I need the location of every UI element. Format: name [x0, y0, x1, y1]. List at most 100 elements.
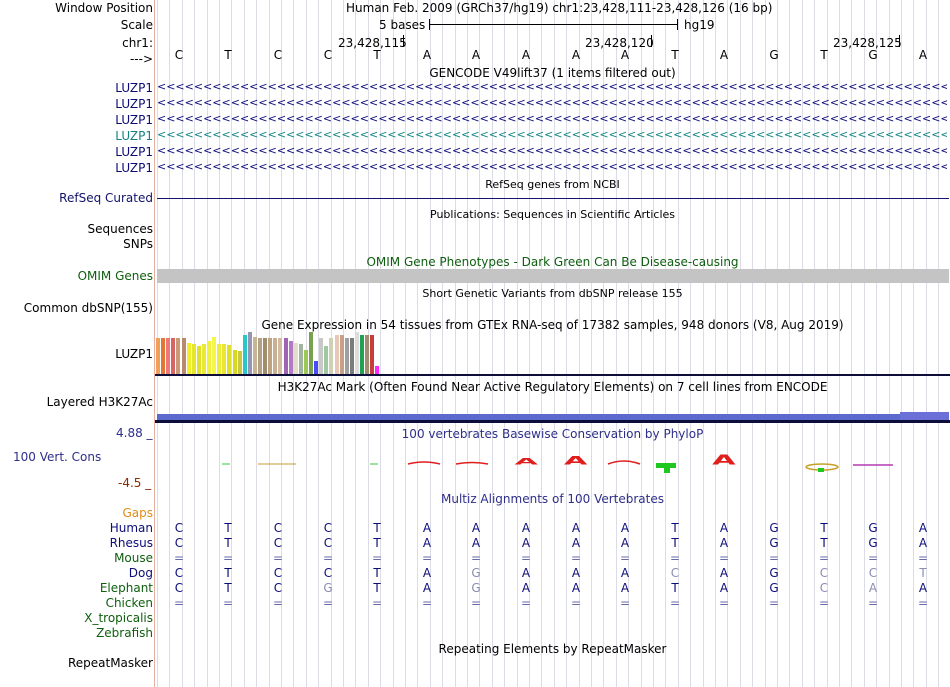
multiz-species-label[interactable]: Zebrafish [96, 626, 153, 640]
gencode-transcript-strand[interactable]: <<<<<<<<<<<<<<<<<<<<<<<<<<<<<<<<<<<<<<<<… [157, 112, 947, 125]
grid-line [789, 0, 790, 687]
multiz-species-label[interactable]: Dog [128, 566, 153, 580]
multiz-species-label[interactable]: Elephant [99, 581, 153, 595]
multiz-base: G [471, 581, 481, 595]
multiz-base: G [769, 536, 779, 550]
gencode-transcript-strand[interactable]: <<<<<<<<<<<<<<<<<<<<<<<<<<<<<<<<<<<<<<<<… [157, 144, 947, 157]
phylop-max: 4.88 _ [116, 426, 153, 440]
gtex-bar[interactable] [186, 342, 191, 374]
grid-line [529, 0, 530, 687]
gtex-bar[interactable] [278, 338, 283, 374]
multiz-base: = [173, 596, 185, 610]
gtex-bar[interactable] [212, 337, 217, 374]
gtex-bar[interactable] [298, 343, 303, 374]
gencode-transcript-label[interactable]: LUZP1 [115, 81, 153, 95]
gtex-bar[interactable] [166, 338, 171, 374]
multiz-base: = [272, 551, 284, 565]
gtex-bar[interactable] [227, 345, 232, 374]
gtex-bar[interactable] [314, 360, 319, 374]
gtex-bar[interactable] [309, 332, 314, 374]
gtex-bar[interactable] [156, 338, 161, 374]
multiz-species-label[interactable]: Rhesus [109, 536, 153, 550]
gtex-bar[interactable] [344, 338, 349, 374]
gtex-bar[interactable] [222, 343, 227, 374]
phylop-logo[interactable]: A A A [0, 440, 950, 480]
gencode-transcript-label[interactable]: LUZP1 [115, 129, 153, 143]
gencode-transcript-strand[interactable]: <<<<<<<<<<<<<<<<<<<<<<<<<<<<<<<<<<<<<<<<… [157, 160, 947, 173]
grid-line [752, 0, 753, 687]
multiz-base: = [818, 551, 830, 565]
multiz-base: T [224, 521, 232, 535]
gtex-bar[interactable] [181, 338, 186, 374]
repeatmasker-label[interactable]: RepeatMasker [67, 656, 153, 670]
base-letter: T [671, 48, 679, 62]
gtex-bar[interactable] [252, 337, 257, 374]
scale-label: Scale [120, 18, 153, 32]
gtex-label[interactable]: LUZP1 [115, 347, 153, 361]
multiz-base: = [173, 551, 185, 565]
multiz-species-label[interactable]: X_tropicalis [84, 611, 153, 625]
gtex-bar[interactable] [196, 346, 201, 374]
h3k27ac-label[interactable]: Layered H3K27Ac [46, 395, 153, 409]
multiz-base: A [719, 581, 729, 595]
window-position[interactable]: Human Feb. 2009 (GRCh37/hg19) chr1:23,42… [346, 1, 773, 15]
gtex-bar[interactable] [370, 335, 375, 374]
gtex-bar[interactable] [319, 338, 324, 374]
gtex-bar[interactable] [217, 343, 222, 374]
refseq-label[interactable]: RefSeq Curated [59, 191, 153, 205]
gtex-bar[interactable] [242, 335, 247, 374]
gtex-bar[interactable] [176, 338, 181, 374]
phylop-title: 100 vertebrates Basewise Conservation by… [401, 427, 704, 441]
gencode-transcript-label[interactable]: LUZP1 [115, 113, 153, 127]
pubs-snps-label[interactable]: SNPs [123, 237, 153, 251]
gtex-bar[interactable] [201, 343, 206, 374]
gencode-transcript-strand[interactable]: <<<<<<<<<<<<<<<<<<<<<<<<<<<<<<<<<<<<<<<<… [157, 128, 947, 141]
gtex-bar[interactable] [232, 349, 237, 374]
gtex-bar[interactable] [191, 343, 196, 374]
gtex-bar[interactable] [360, 335, 365, 374]
phylop-letter-a: A [712, 452, 737, 468]
grid-line [641, 0, 642, 687]
gtex-bar[interactable] [258, 338, 263, 374]
h3k27ac-signal[interactable] [157, 414, 900, 420]
pubs-sequences-label[interactable]: Sequences [87, 222, 153, 236]
multiz-species-label[interactable]: Chicken [105, 596, 153, 610]
gtex-bar[interactable] [273, 338, 278, 374]
omim-label[interactable]: OMIM Genes [77, 269, 153, 283]
gtex-bar[interactable] [268, 338, 273, 374]
multiz-species-label[interactable]: Mouse [114, 551, 153, 565]
gtex-bar[interactable] [247, 332, 252, 374]
gtex-bar[interactable] [354, 332, 359, 374]
gtex-bar[interactable] [375, 366, 380, 374]
gencode-transcript-strand[interactable]: <<<<<<<<<<<<<<<<<<<<<<<<<<<<<<<<<<<<<<<<… [157, 80, 947, 93]
gtex-bar[interactable] [334, 335, 339, 374]
gtex-bar[interactable] [303, 349, 308, 374]
gencode-transcript-label[interactable]: LUZP1 [115, 145, 153, 159]
gtex-bar[interactable] [293, 342, 298, 374]
gaps-label[interactable]: Gaps [122, 506, 153, 520]
gtex-bar[interactable] [237, 350, 242, 374]
gtex-bar[interactable] [288, 341, 293, 374]
gtex-bar[interactable] [329, 338, 334, 374]
gencode-transcript-label[interactable]: LUZP1 [115, 161, 153, 175]
gencode-transcript-strand[interactable]: <<<<<<<<<<<<<<<<<<<<<<<<<<<<<<<<<<<<<<<<… [157, 96, 947, 109]
base-letter: C [273, 48, 283, 62]
gtex-bar[interactable] [324, 346, 329, 374]
refseq-line[interactable] [157, 198, 949, 199]
gtex-bar[interactable] [171, 338, 176, 374]
multiz-species-label[interactable]: Human [109, 521, 153, 535]
dbsnp-label[interactable]: Common dbSNP(155) [23, 301, 153, 315]
phylop-label[interactable]: 100 Vert. Cons [13, 450, 102, 464]
gtex-bar[interactable] [365, 335, 370, 374]
omim-bar[interactable] [157, 269, 949, 283]
gtex-bar[interactable] [207, 341, 212, 374]
gtex-bar[interactable] [349, 338, 354, 374]
gtex-bar[interactable] [263, 338, 268, 374]
gtex-bar[interactable] [339, 335, 344, 374]
phylop-mark [607, 460, 641, 465]
grid-line [740, 0, 741, 687]
gencode-transcript-label[interactable]: LUZP1 [115, 97, 153, 111]
h3k27ac-signal-peak[interactable] [900, 412, 949, 420]
gtex-bar[interactable] [283, 338, 288, 374]
gtex-bar[interactable] [161, 338, 166, 374]
